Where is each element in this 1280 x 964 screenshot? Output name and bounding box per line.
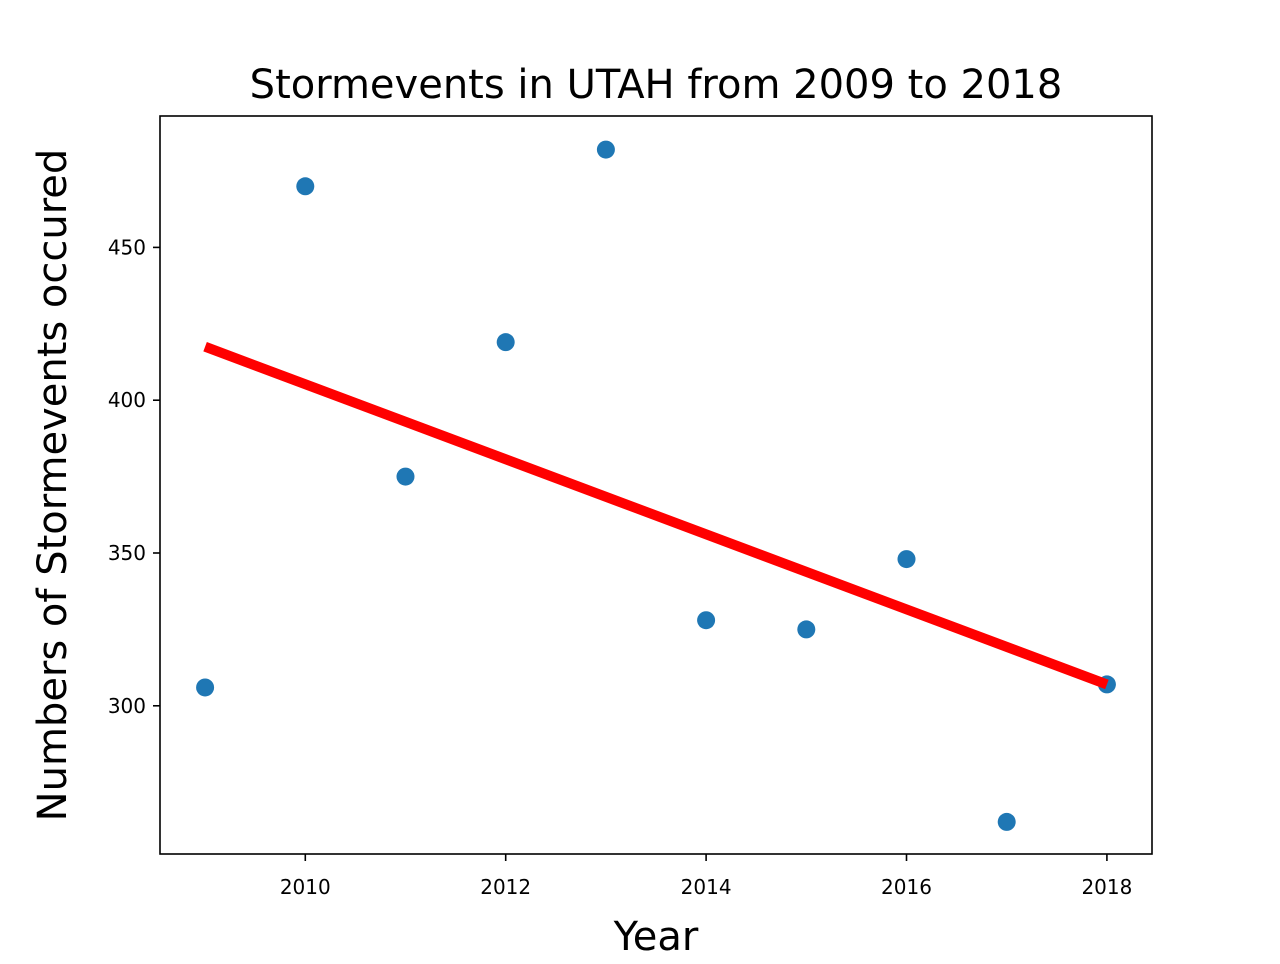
y-axis-title: Numbers of Stormevents occured (30, 149, 76, 822)
scatter-point (396, 467, 415, 486)
scatter-point (496, 333, 515, 352)
trend-line (203, 342, 1109, 690)
y-tick-label: 300 (108, 694, 146, 718)
y-tick-label: 400 (108, 388, 146, 412)
scatter-point (296, 177, 315, 196)
x-tick-label: 2014 (681, 875, 732, 899)
scatter-point (997, 812, 1016, 831)
scatter-point (697, 611, 716, 630)
plot-area (196, 140, 1116, 831)
plot-frame (159, 115, 1153, 855)
scatter-point (897, 550, 916, 569)
chart-title: Stormevents in UTAH from 2009 to 2018 (250, 62, 1063, 108)
y-tick-label: 350 (108, 541, 146, 565)
x-tick-label: 2010 (280, 875, 331, 899)
x-tick-label: 2012 (480, 875, 531, 899)
x-axis: 2010 2012 2014 2016 2018 (280, 854, 1132, 899)
y-tick-label: 450 (108, 235, 146, 259)
scatter-point (196, 678, 215, 697)
scatter-point (797, 620, 816, 639)
x-tick-label: 2016 (881, 875, 932, 899)
x-axis-title: Year (613, 914, 699, 960)
scatter-point (596, 140, 615, 159)
y-axis: 300 350 400 450 (108, 235, 160, 718)
x-tick-label: 2018 (1081, 875, 1132, 899)
